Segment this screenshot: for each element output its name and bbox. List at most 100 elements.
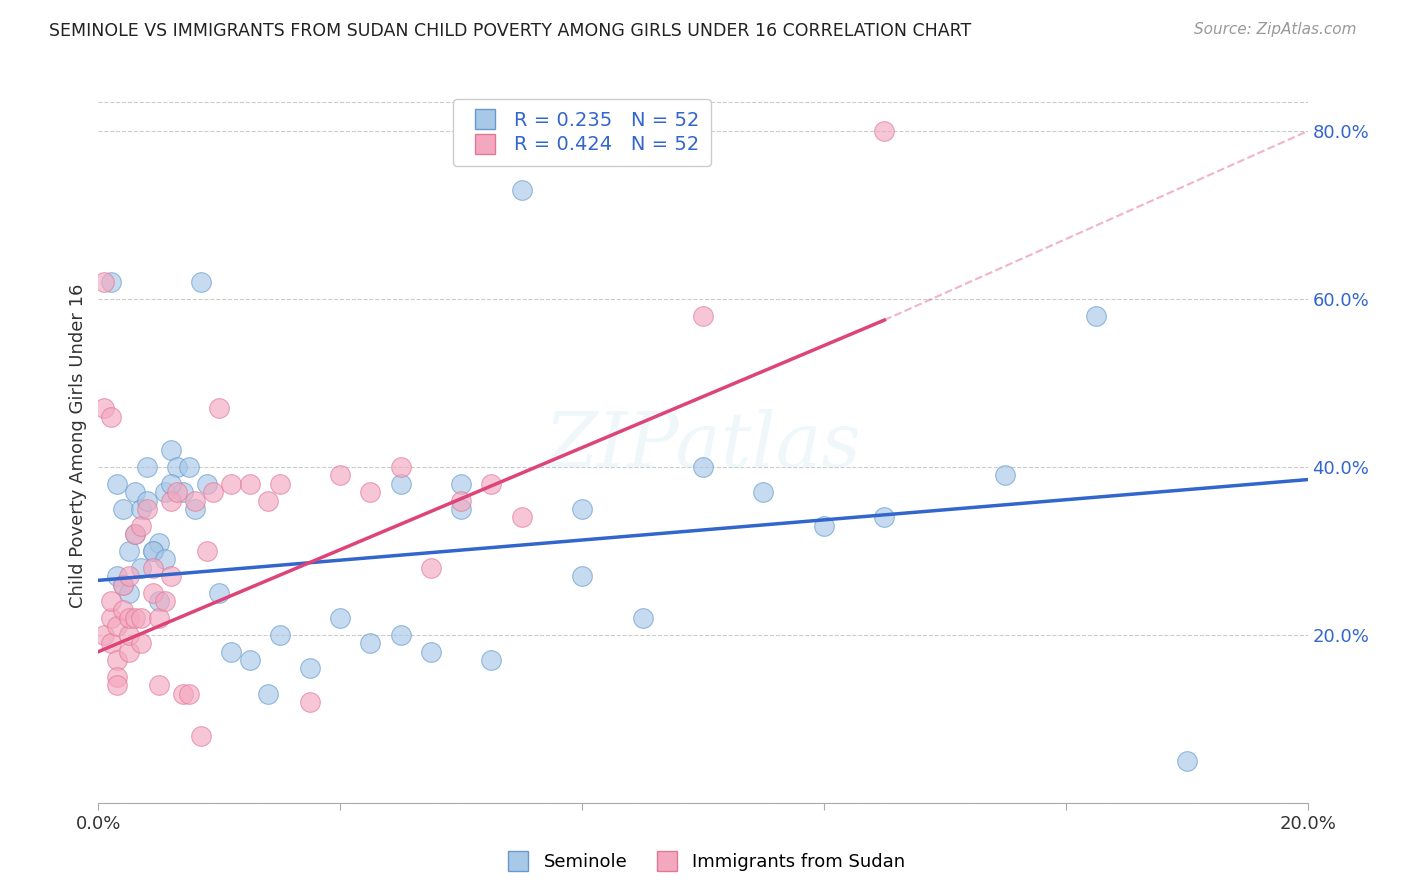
Point	[135, 502, 157, 516]
Point	[389, 460, 412, 475]
Point	[450, 502, 472, 516]
Point	[124, 527, 146, 541]
Point	[148, 678, 170, 692]
Point	[124, 527, 146, 541]
Point	[100, 594, 122, 608]
Point	[190, 729, 212, 743]
Point	[450, 476, 472, 491]
Point	[105, 653, 128, 667]
Point	[153, 552, 176, 566]
Point	[256, 687, 278, 701]
Point	[111, 603, 134, 617]
Point	[172, 485, 194, 500]
Point	[1175, 754, 1198, 768]
Point	[1085, 309, 1108, 323]
Point	[269, 476, 291, 491]
Point	[239, 476, 262, 491]
Point	[100, 409, 122, 424]
Point	[631, 611, 654, 625]
Point	[105, 670, 128, 684]
Point	[148, 594, 170, 608]
Point	[135, 493, 157, 508]
Point	[221, 476, 243, 491]
Point	[124, 611, 146, 625]
Point	[571, 502, 593, 516]
Point	[389, 628, 412, 642]
Point	[813, 518, 835, 533]
Point	[360, 636, 382, 650]
Point	[692, 460, 714, 475]
Point	[329, 611, 352, 625]
Point	[142, 544, 165, 558]
Point	[481, 476, 503, 491]
Point	[172, 687, 194, 701]
Y-axis label: Child Poverty Among Girls Under 16: Child Poverty Among Girls Under 16	[69, 284, 87, 608]
Point	[571, 569, 593, 583]
Point	[105, 619, 128, 633]
Point	[118, 628, 141, 642]
Point	[142, 544, 165, 558]
Point	[93, 628, 115, 642]
Point	[105, 678, 128, 692]
Point	[190, 275, 212, 289]
Point	[420, 645, 443, 659]
Point	[100, 636, 122, 650]
Point	[184, 493, 207, 508]
Point	[179, 687, 201, 701]
Point	[118, 569, 141, 583]
Point	[129, 502, 152, 516]
Point	[100, 611, 122, 625]
Point	[160, 569, 183, 583]
Point	[994, 468, 1017, 483]
Point	[93, 275, 115, 289]
Point	[299, 661, 322, 675]
Legend: R = 0.235   N = 52, R = 0.424   N = 52: R = 0.235 N = 52, R = 0.424 N = 52	[453, 99, 711, 166]
Point	[179, 460, 201, 475]
Point	[166, 460, 188, 475]
Point	[129, 636, 152, 650]
Point	[202, 485, 225, 500]
Point	[105, 569, 128, 583]
Point	[124, 485, 146, 500]
Point	[118, 611, 141, 625]
Legend: Seminole, Immigrants from Sudan: Seminole, Immigrants from Sudan	[494, 847, 912, 879]
Point	[389, 476, 412, 491]
Point	[93, 401, 115, 416]
Point	[160, 443, 183, 458]
Point	[195, 476, 218, 491]
Text: SEMINOLE VS IMMIGRANTS FROM SUDAN CHILD POVERTY AMONG GIRLS UNDER 16 CORRELATION: SEMINOLE VS IMMIGRANTS FROM SUDAN CHILD …	[49, 22, 972, 40]
Point	[873, 124, 896, 138]
Point	[481, 653, 503, 667]
Point	[450, 493, 472, 508]
Point	[195, 544, 218, 558]
Point	[118, 645, 141, 659]
Point	[873, 510, 896, 524]
Point	[105, 476, 128, 491]
Point	[166, 485, 188, 500]
Point	[160, 493, 183, 508]
Point	[221, 645, 243, 659]
Point	[148, 535, 170, 549]
Point	[208, 401, 231, 416]
Point	[135, 460, 157, 475]
Point	[299, 695, 322, 709]
Point	[142, 560, 165, 574]
Point	[129, 611, 152, 625]
Point	[153, 485, 176, 500]
Point	[153, 594, 176, 608]
Point	[142, 586, 165, 600]
Point	[752, 485, 775, 500]
Point	[129, 560, 152, 574]
Point	[510, 183, 533, 197]
Point	[111, 502, 134, 516]
Point	[329, 468, 352, 483]
Point	[129, 518, 152, 533]
Point	[256, 493, 278, 508]
Point	[208, 586, 231, 600]
Text: ZIPatlas: ZIPatlas	[544, 409, 862, 483]
Text: Source: ZipAtlas.com: Source: ZipAtlas.com	[1194, 22, 1357, 37]
Point	[420, 560, 443, 574]
Point	[692, 309, 714, 323]
Point	[148, 611, 170, 625]
Point	[111, 577, 134, 591]
